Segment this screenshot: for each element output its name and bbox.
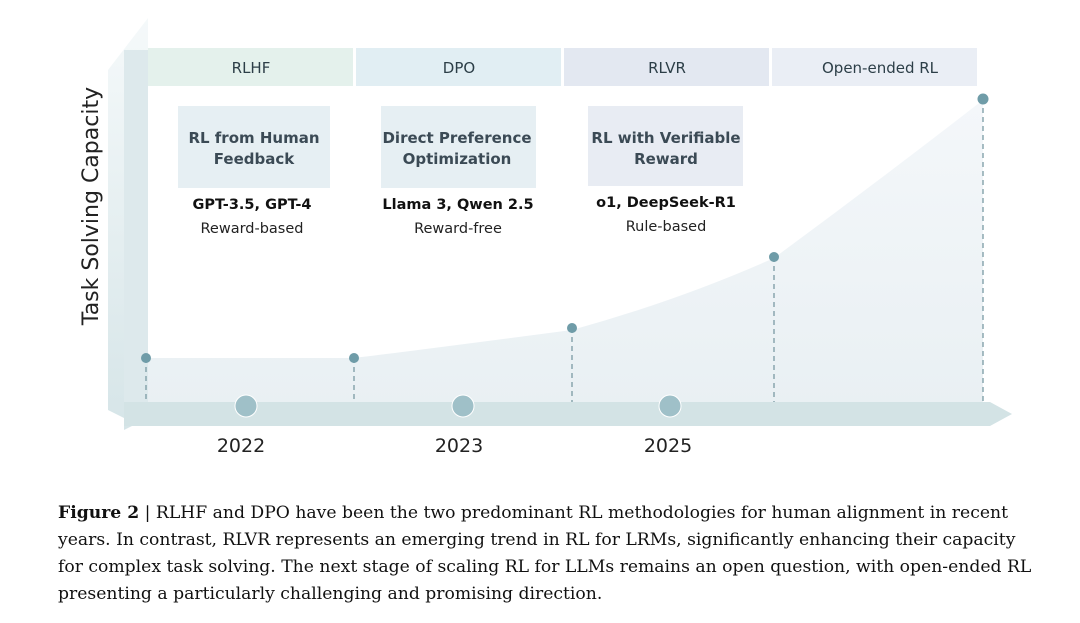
marker-dot	[769, 252, 779, 262]
models-dpo: Llama 3, Qwen 2.5	[382, 197, 533, 213]
models-rlhf: GPT-3.5, GPT-4	[193, 197, 312, 213]
method-box-title-line1: RL with Verifiable	[591, 129, 740, 147]
reward-rlvr: Rule-based	[626, 219, 707, 235]
marker-dot	[567, 323, 577, 333]
year-label-2023: 2023	[435, 435, 483, 457]
stage-headers: RLHF DPO RLVR Open-ended RL	[148, 48, 977, 86]
stage-header-rlvr	[564, 48, 769, 86]
method-box-bg	[178, 106, 330, 188]
stage-label-rlhf: RLHF	[232, 59, 271, 77]
method-box-bg	[381, 106, 536, 188]
caption-text: | RLHF and DPO have been the two predomi…	[58, 503, 1032, 604]
rl-evolution-diagram: RLHF DPO RLVR Open-ended RL RL from Huma…	[79, 18, 1012, 457]
reward-dpo: Reward-free	[414, 221, 502, 237]
reward-rlhf: Reward-based	[200, 221, 303, 237]
y-axis-label: Task Solving Capacity	[79, 87, 104, 326]
marker-dots	[141, 93, 989, 363]
method-box-title-line2: Feedback	[214, 150, 295, 168]
stage-label-rlvr: RLVR	[648, 59, 686, 77]
marker-dot	[141, 353, 151, 363]
method-box-title-line1: Direct Preference	[382, 129, 531, 147]
stage-header-dpo	[356, 48, 561, 86]
y-axis-bar	[124, 50, 148, 420]
capacity-markers	[145, 99, 984, 404]
stage-header-open-ended	[772, 48, 977, 86]
method-box-rlhf: RL from Human Feedback	[178, 106, 330, 188]
timeline-dot-2025	[658, 394, 682, 418]
marker-dot	[349, 353, 359, 363]
marker-dot	[977, 93, 989, 105]
stage-header-rlhf	[148, 48, 353, 86]
timeline-dots	[234, 394, 682, 418]
stage-label-open-ended: Open-ended RL	[822, 59, 939, 77]
timeline-dot-2022	[234, 394, 258, 418]
figure-label: Figure 2	[58, 503, 140, 523]
models-rlvr: o1, DeepSeek-R1	[596, 195, 736, 211]
method-box-dpo: Direct Preference Optimization	[381, 106, 536, 188]
stage-label-dpo: DPO	[443, 59, 475, 77]
method-box-title-line2: Optimization	[403, 150, 512, 168]
timeline-arrow	[124, 402, 1012, 426]
year-label-2025: 2025	[644, 435, 692, 457]
year-label-2022: 2022	[217, 435, 265, 457]
method-box-title-line2: Reward	[634, 150, 698, 168]
timeline-dot-2023	[451, 394, 475, 418]
method-box-bg	[588, 106, 743, 186]
method-box-rlvr: RL with Verifiable Reward	[588, 106, 743, 186]
method-box-title-line1: RL from Human	[188, 129, 319, 147]
figure-caption: Figure 2 | RLHF and DPO have been the tw…	[58, 500, 1033, 608]
